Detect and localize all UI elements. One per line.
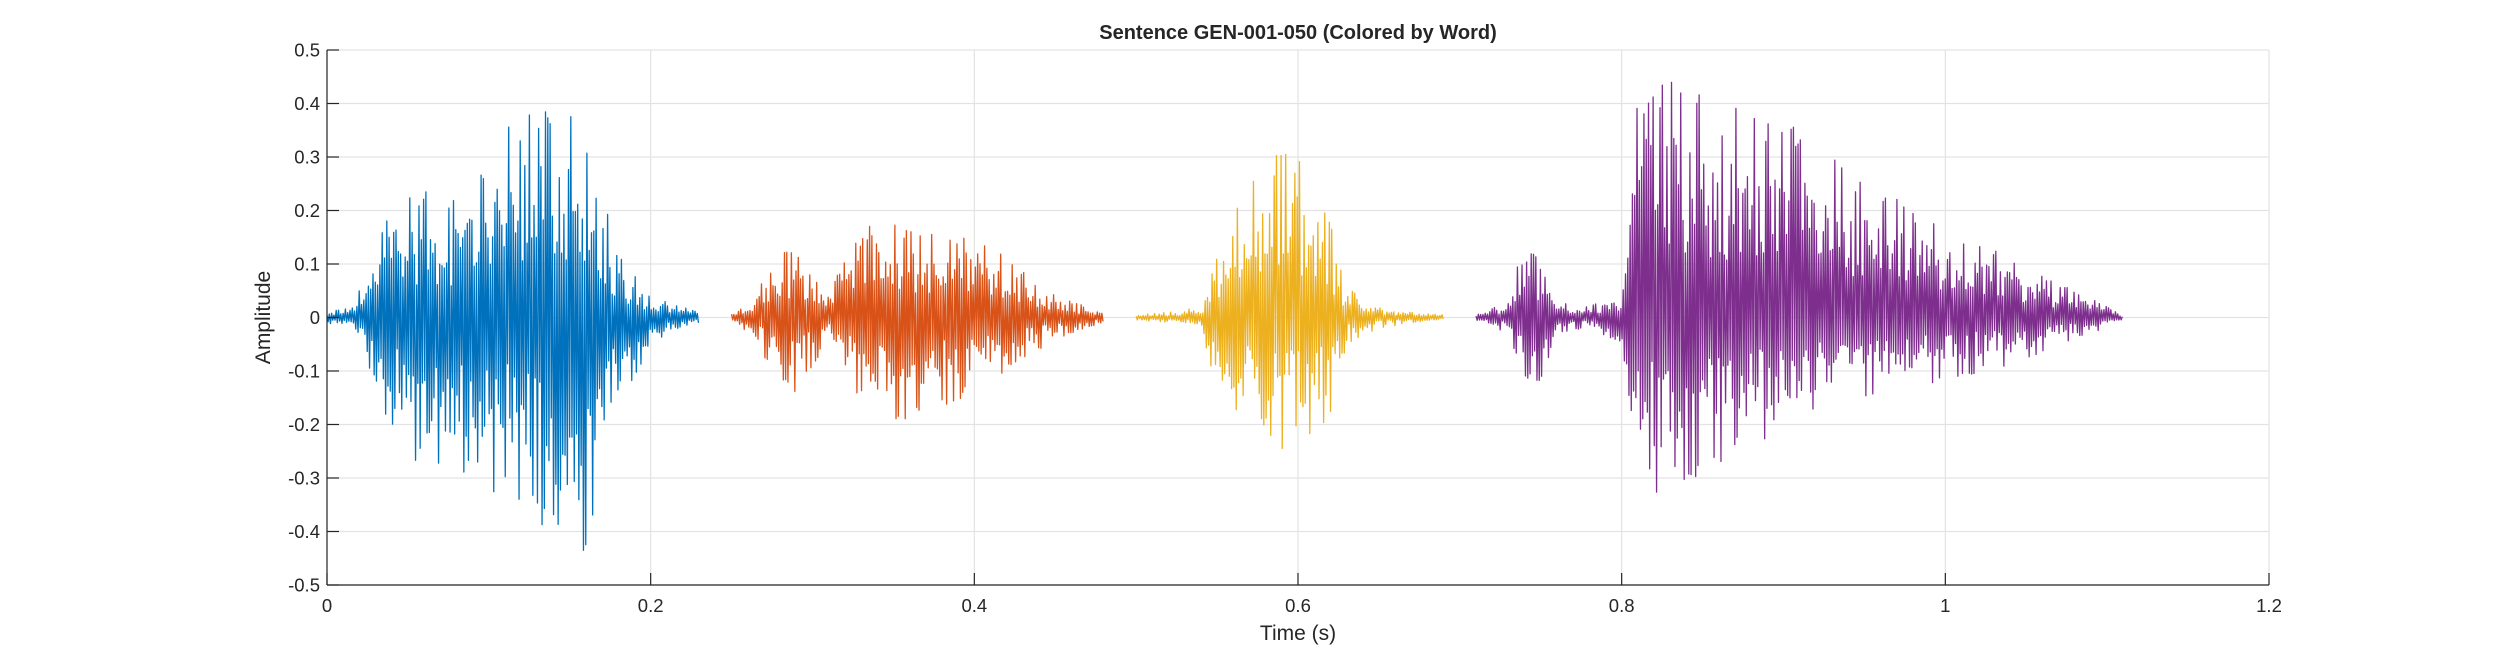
waveform-word-1 [326,111,700,551]
x-tick-label: 0.2 [638,595,664,616]
x-tick-label: 0.6 [1285,595,1311,616]
x-tick-label: 1.2 [2256,595,2282,616]
y-tick-label: 0.3 [294,147,320,168]
x-tick-label: 1 [1940,595,1950,616]
x-tick-label: 0.4 [961,595,987,616]
y-tick-label: 0.4 [294,93,320,114]
y-axis-label: Amplitude [252,271,275,364]
tick-labels: 0 0.2 0.4 0.6 0.8 1 1.2 -0.5 -0.4 -0.3 -0.2 -0.1 0 0.… [288,40,2282,617]
y-tick-label: -0.4 [288,521,320,542]
y-tick-label: 0.1 [294,254,320,275]
x-axis-label: Time (s) [1260,622,1336,645]
waveform-word-3 [1135,153,1444,450]
y-tick-label: -0.1 [288,361,320,382]
x-tick-label: 0 [322,595,332,616]
chart-title: Sentence GEN-001-050 (Colored by Word) [1099,22,1497,44]
y-tick-label: -0.3 [288,468,320,489]
y-tick-label: 0 [310,307,320,328]
y-tick-label: 0.5 [294,40,320,61]
y-tick-label: -0.2 [288,414,320,435]
waveform-word-2 [730,224,1104,420]
waveform-word-4 [1475,81,2123,493]
axes [326,49,2270,586]
y-tick-label: 0.2 [294,200,320,221]
waveform-series [326,81,2123,551]
y-tick-label: -0.5 [288,575,320,596]
x-tick-label: 0.8 [1609,595,1635,616]
